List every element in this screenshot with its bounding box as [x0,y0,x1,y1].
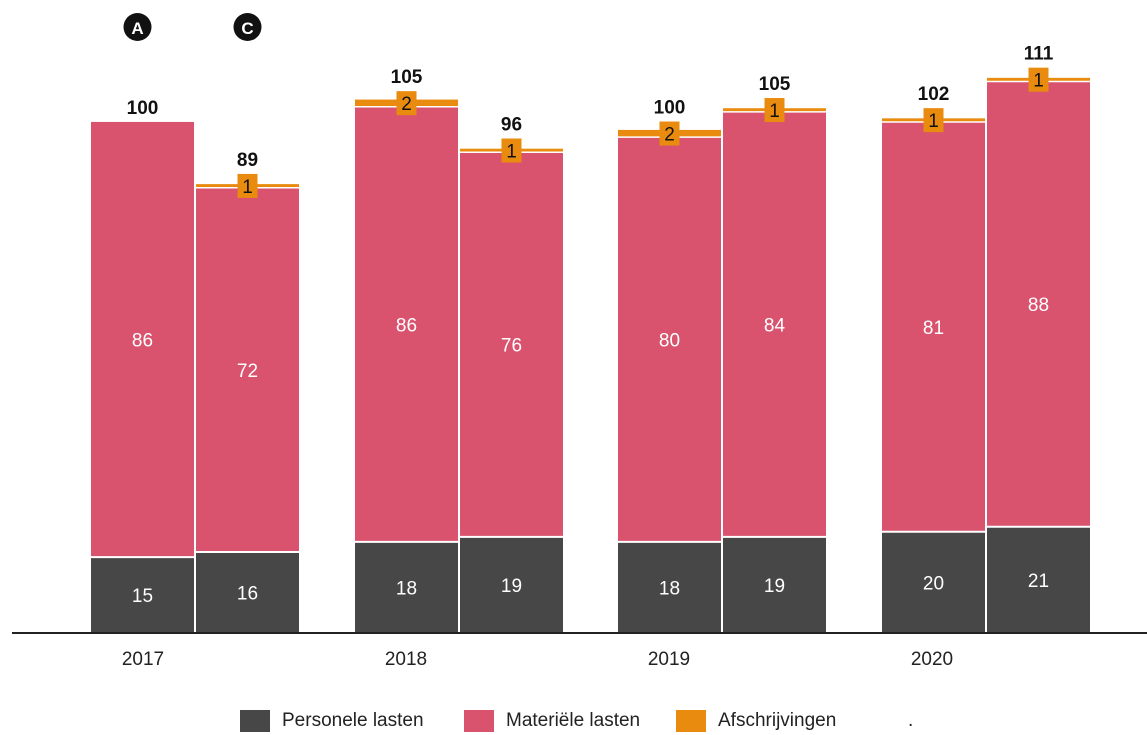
label-personele-lasten: 19 [764,576,785,597]
legend-label-personele-lasten: Personele lasten [282,710,424,731]
marker-badge [233,13,262,41]
bar-materiele-lasten [987,81,1090,527]
bar-personele-lasten [882,531,985,633]
stacked-bar-chart: 15 86 100 A 16 72 1 89 C 18 86 2 105 19 76 1 96 18 80 2 100 1… [12,13,1147,670]
x-tick-label: 2019 [648,649,690,670]
bar-materiele-lasten [723,111,826,537]
bar-materiele-lasten [91,121,194,558]
bar-materiele-lasten [882,121,985,532]
label-materiele-lasten: 81 [923,318,944,339]
legend-swatch-materiele-lasten [464,710,494,732]
label-total: 105 [759,74,791,95]
label-afschrijvingen: 1 [506,142,517,163]
legend-item-materiele-lasten: Materiële lasten [464,708,640,734]
bar-materiele-lasten [355,106,458,542]
label-materiele-lasten: 88 [1028,295,1049,316]
label-materiele-lasten: 86 [396,315,417,336]
label-afschrijvingen: 1 [242,177,253,198]
label-personele-lasten: 21 [1028,571,1049,592]
callout-afschrijvingen [1028,67,1049,92]
legend-label-materiele-lasten: Materiële lasten [506,710,641,731]
bar-personele-lasten [618,541,721,633]
label-afschrijvingen: 1 [769,101,780,122]
bar-personele-lasten [91,557,194,633]
callout-afschrijvingen [237,173,258,198]
label-materiele-lasten: 80 [659,331,680,352]
label-materiele-lasten: 76 [501,336,522,357]
label-total: 102 [918,84,950,105]
label-materiele-lasten: 86 [132,331,153,352]
x-tick-label: 2017 [122,649,164,670]
label-personele-lasten: 20 [923,573,944,594]
label-personele-lasten: 18 [396,578,417,599]
bar-personele-lasten [723,536,826,633]
bar-materiele-lasten [196,187,299,553]
x-tick-label: 2020 [911,649,953,670]
label-personele-lasten: 18 [659,578,680,599]
marker-label: A [131,19,143,38]
bar-materiele-lasten [618,137,721,542]
marker-badge [123,13,152,41]
callout-afschrijvingen [501,138,522,163]
label-materiele-lasten: 84 [764,315,786,336]
label-total: 105 [391,67,423,88]
bar-materiele-lasten [460,152,563,537]
label-total: 100 [127,98,159,119]
legend-trailing-dot: . [908,710,914,731]
marker-label: C [241,19,253,38]
callout-afschrijvingen [659,121,680,146]
bar-personele-lasten [196,552,299,633]
callout-afschrijvingen [396,91,417,116]
bar-personele-lasten [355,541,458,633]
bar-personele-lasten [987,526,1090,633]
bar-personele-lasten [460,536,563,633]
label-materiele-lasten: 72 [237,361,258,382]
label-total: 96 [501,115,522,136]
label-personele-lasten: 15 [132,586,153,607]
legend-label-afschrijvingen: Afschrijvingen [718,710,837,731]
label-total: 100 [654,98,686,119]
x-tick-label: 2018 [385,649,427,670]
label-afschrijvingen: 1 [1033,71,1044,92]
legend-swatch-afschrijvingen [676,710,706,732]
label-afschrijvingen: 2 [664,125,675,146]
legend: Personele lasten Materiële lasten Afschr… [0,708,1147,734]
legend-item-afschrijvingen: Afschrijvingen [676,708,836,734]
label-total: 111 [1024,44,1054,65]
callout-afschrijvingen [764,98,785,123]
label-personele-lasten: 16 [237,584,258,605]
callout-afschrijvingen [923,108,944,133]
label-personele-lasten: 19 [501,576,522,597]
label-afschrijvingen: 1 [928,111,939,132]
label-afschrijvingen: 2 [401,94,412,115]
legend-item-personele-lasten: Personele lasten [240,708,424,734]
label-total: 89 [237,150,258,171]
legend-swatch-personele-lasten [240,710,270,732]
